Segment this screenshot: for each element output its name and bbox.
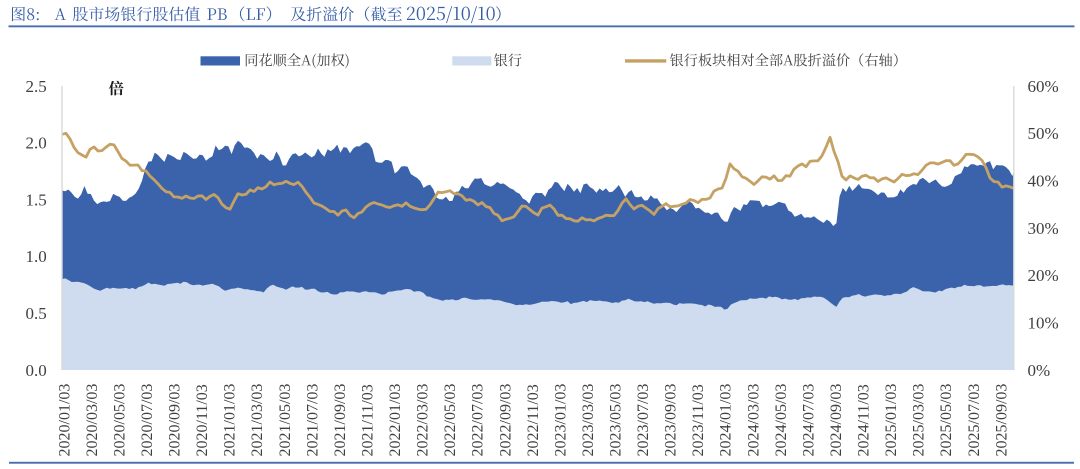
svg-text:2020/09/03: 2020/09/03	[167, 384, 184, 457]
svg-text:2021/11/03: 2021/11/03	[360, 384, 377, 456]
svg-text:2023/09/03: 2023/09/03	[663, 384, 680, 457]
svg-text:2025/05/03: 2025/05/03	[938, 384, 955, 457]
svg-text:2.0: 2.0	[26, 134, 47, 153]
svg-text:2022/11/03: 2022/11/03	[525, 384, 542, 456]
svg-text:2022/03/03: 2022/03/03	[415, 384, 432, 457]
svg-text:2025/07/03: 2025/07/03	[966, 384, 983, 457]
svg-text:2024/11/03: 2024/11/03	[856, 384, 873, 456]
svg-text:2023/11/03: 2023/11/03	[690, 384, 707, 456]
svg-text:2025/09/03: 2025/09/03	[993, 384, 1010, 457]
svg-text:2025/03/03: 2025/03/03	[911, 384, 928, 457]
svg-text:2021/05/03: 2021/05/03	[277, 384, 294, 457]
svg-text:2022/07/03: 2022/07/03	[470, 384, 487, 457]
svg-text:2023/07/03: 2023/07/03	[635, 384, 652, 457]
svg-text:2023/01/03: 2023/01/03	[552, 384, 569, 457]
svg-text:2024/07/03: 2024/07/03	[800, 384, 817, 457]
svg-text:2020/11/03: 2020/11/03	[194, 384, 211, 456]
svg-text:1.5: 1.5	[26, 190, 47, 209]
svg-text:2023/05/03: 2023/05/03	[608, 384, 625, 457]
svg-text:2021/03/03: 2021/03/03	[249, 384, 266, 457]
svg-text:50%: 50%	[1028, 124, 1059, 143]
svg-text:2020/01/03: 2020/01/03	[56, 384, 73, 457]
svg-text:2023/03/03: 2023/03/03	[580, 384, 597, 457]
svg-text:2021/07/03: 2021/07/03	[304, 384, 321, 457]
svg-text:0.0: 0.0	[26, 361, 47, 380]
svg-text:2020/07/03: 2020/07/03	[139, 384, 156, 457]
svg-text:60%: 60%	[1028, 77, 1059, 96]
svg-text:2024/01/03: 2024/01/03	[718, 384, 735, 457]
svg-text:10%: 10%	[1028, 314, 1059, 333]
svg-text:2022/09/03: 2022/09/03	[497, 384, 514, 457]
svg-text:30%: 30%	[1028, 219, 1059, 238]
svg-text:2022/01/03: 2022/01/03	[387, 384, 404, 457]
svg-text:2.5: 2.5	[26, 77, 47, 96]
svg-text:20%: 20%	[1028, 266, 1059, 285]
svg-text:2021/01/03: 2021/01/03	[222, 384, 239, 457]
svg-text:2021/09/03: 2021/09/03	[332, 384, 349, 457]
svg-text:1.0: 1.0	[26, 247, 47, 266]
svg-text:0%: 0%	[1028, 361, 1051, 380]
svg-text:2024/03/03: 2024/03/03	[745, 384, 762, 457]
svg-text:2024/05/03: 2024/05/03	[773, 384, 790, 457]
svg-text:2022/05/03: 2022/05/03	[442, 384, 459, 457]
svg-text:0.5: 0.5	[26, 304, 47, 323]
svg-text:40%: 40%	[1028, 172, 1059, 191]
svg-text:2025/01/03: 2025/01/03	[883, 384, 900, 457]
svg-text:2020/03/03: 2020/03/03	[84, 384, 101, 457]
svg-text:2020/05/03: 2020/05/03	[111, 384, 128, 457]
svg-text:2024/09/03: 2024/09/03	[828, 384, 845, 457]
